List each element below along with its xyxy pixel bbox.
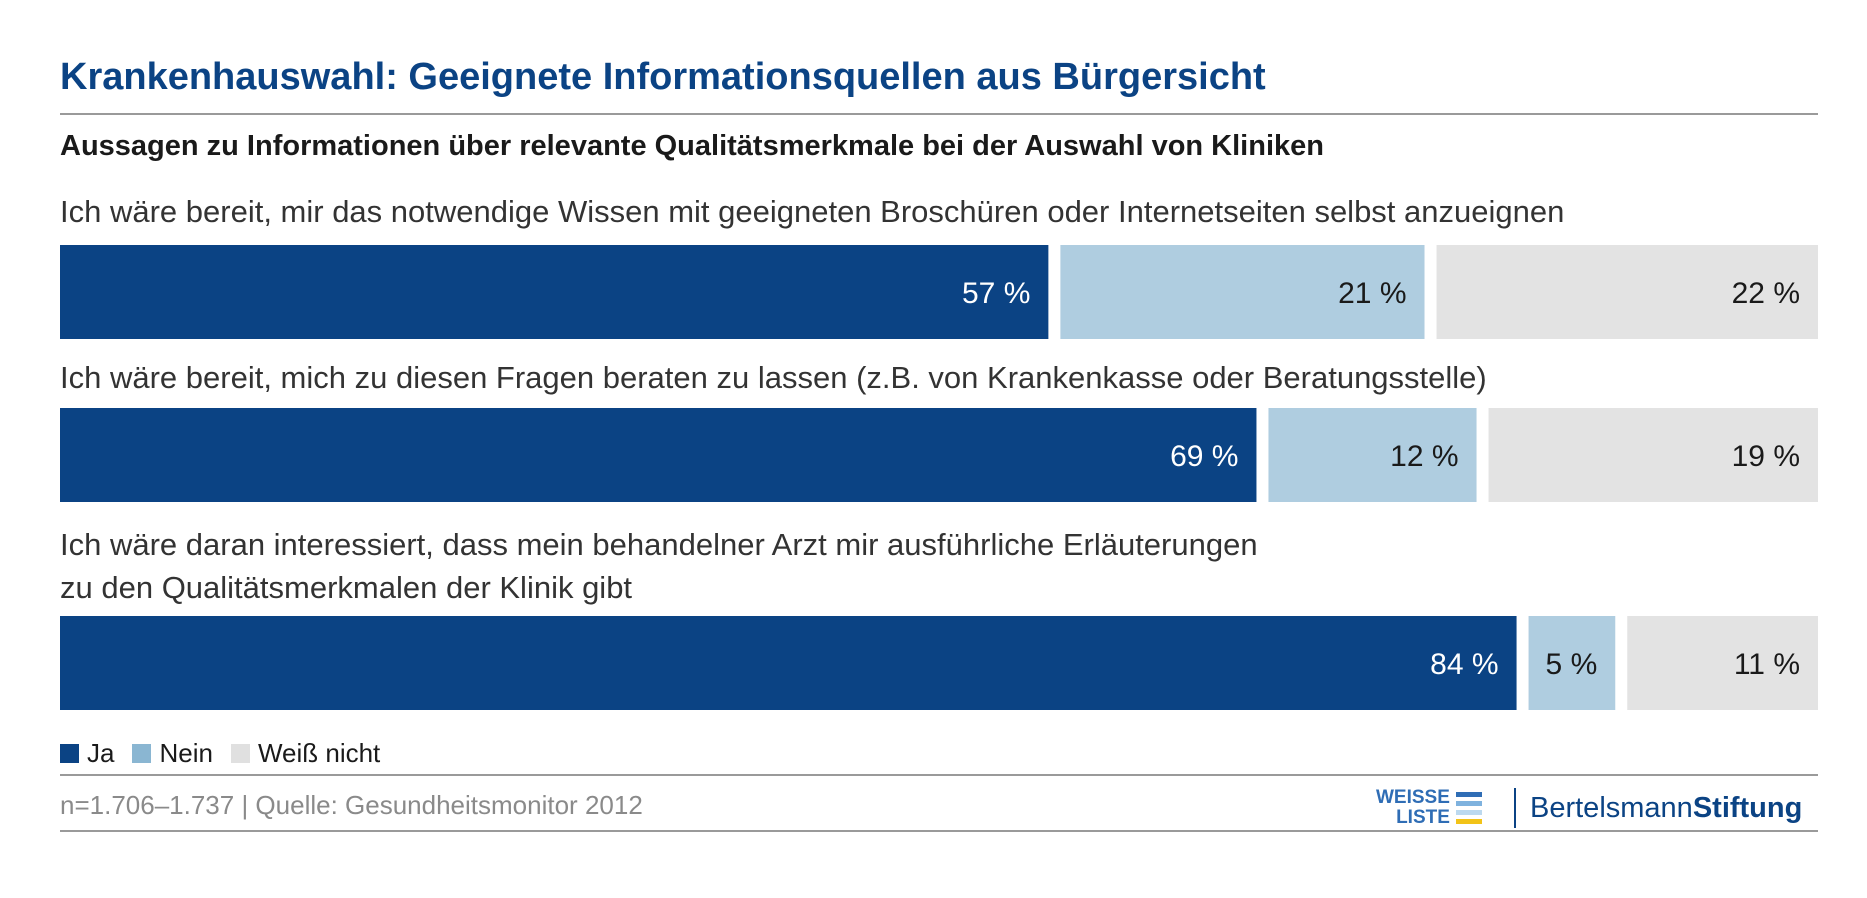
bar-q2-ja <box>60 408 1257 502</box>
bar-q1-ja <box>60 245 1049 339</box>
legend-item-weiss-nicht: Weiß nicht <box>230 738 381 769</box>
logo-divider <box>1514 788 1516 828</box>
bertelsmann-wordmark-regular: Bertelsmann <box>1530 792 1693 824</box>
legend-swatch-nein <box>132 744 152 763</box>
weisse-liste-stripes-icon <box>1455 790 1482 826</box>
legend-label-ja: Ja <box>87 738 115 768</box>
bar-label-q3-nein: 5 % <box>1546 648 1598 681</box>
footer-divider-top <box>60 774 1818 776</box>
chart-subtitle: Aussagen zu Informationen über relevante… <box>60 130 1324 162</box>
legend-item-nein: Nein <box>132 738 213 769</box>
bar-label-q1-nein: 21 % <box>1338 277 1406 310</box>
legend-label-weiss-nicht: Weiß nicht <box>257 738 381 768</box>
bar-label-q3-ja: 84 % <box>1430 648 1498 681</box>
bar-label-q2-weiss-nicht: 19 % <box>1732 440 1800 473</box>
question-label-3-line-2: zu den Qualitätsmerkmalen der Klinik gib… <box>60 570 633 605</box>
weisse-liste-line-2: LISTE <box>1396 807 1450 828</box>
bar-q3-ja <box>60 616 1517 710</box>
question-label-1: Ich wäre bereit, mir das notwendige Wiss… <box>60 194 1565 229</box>
bar-label-q1-weiss-nicht: 22 % <box>1732 277 1800 310</box>
bar-q1-weiss-nicht <box>1436 245 1818 339</box>
title-divider <box>60 113 1818 115</box>
bar-label-q2-ja: 69 % <box>1170 440 1238 473</box>
footer-divider-bottom <box>60 830 1818 832</box>
bar-q2-weiss-nicht <box>1488 408 1818 502</box>
bar-q3-nein <box>1528 616 1616 710</box>
question-label-2: Ich wäre bereit, mich zu diesen Fragen b… <box>60 360 1487 395</box>
legend-item-ja: Ja <box>60 738 114 769</box>
legend: Ja Nein Weiß nicht <box>60 738 398 769</box>
legend-label-nein: Nein <box>159 738 213 768</box>
bertelsmann-wordmark-bold: Stiftung <box>1692 792 1803 824</box>
legend-swatch-weiss-nicht <box>230 744 250 763</box>
bar-label-q1-ja: 57 % <box>962 277 1030 310</box>
source-note: n=1.706–1.737 | Quelle: Gesundheitsmonit… <box>60 790 643 820</box>
chart-title: Krankenhauswahl: Geeignete Informationsq… <box>60 56 1266 98</box>
bar-label-q2-nein: 12 % <box>1390 440 1458 473</box>
bar-q1-nein <box>1060 245 1425 339</box>
weisse-liste-line-1: WEISSE <box>1376 787 1450 808</box>
weisse-liste-logo: WEISSE LISTE <box>1376 788 1482 828</box>
weisse-liste-wordmark: WEISSE LISTE <box>1376 788 1450 828</box>
bar-q2-nein <box>1268 408 1477 502</box>
question-label-3-line-1: Ich wäre daran interessiert, dass mein b… <box>60 527 1258 562</box>
legend-swatch-ja <box>60 744 79 763</box>
bertelsmann-stiftung-logo: BertelsmannStiftung <box>1530 792 1802 825</box>
bar-q3-weiss-nicht <box>1627 616 1818 710</box>
bar-label-q3-weiss-nicht: 11 % <box>1734 648 1800 681</box>
